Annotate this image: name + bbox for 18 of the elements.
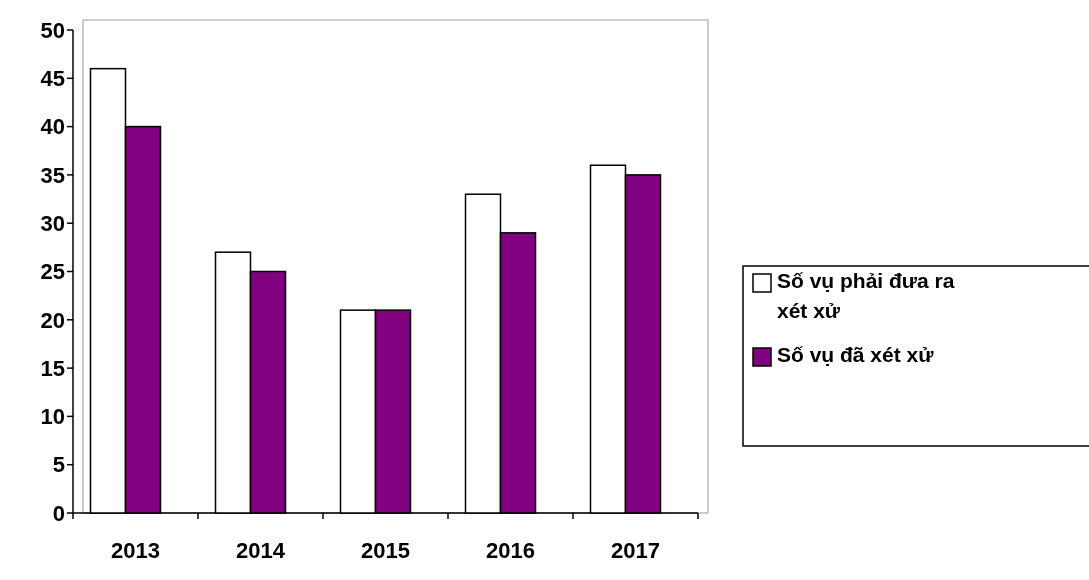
x-tick-label: 2014 (236, 538, 286, 563)
y-tick-label: 35 (40, 162, 65, 188)
y-tick-label: 10 (40, 404, 65, 430)
x-tick-label: 2013 (111, 538, 160, 563)
y-tick-label: 25 (40, 259, 65, 285)
y-tick-label: 5 (52, 452, 65, 478)
x-tick-label: 2017 (611, 538, 660, 563)
legend-label: Số vụ phải đưa ra xét xử (777, 269, 955, 322)
y-tick-label: 15 (40, 355, 65, 381)
y-tick-label: 50 (40, 17, 65, 43)
y-tick-label: 20 (40, 307, 65, 333)
x-tick-label: 2016 (486, 538, 535, 563)
y-tick-label: 40 (40, 114, 65, 140)
x-tick-label: 2015 (361, 538, 410, 563)
legend-label: Số vụ đã xét xử (777, 343, 935, 366)
y-tick-label: 45 (40, 66, 65, 91)
y-tick-label: 0 (52, 500, 65, 526)
y-tick-label: 30 (40, 210, 65, 236)
